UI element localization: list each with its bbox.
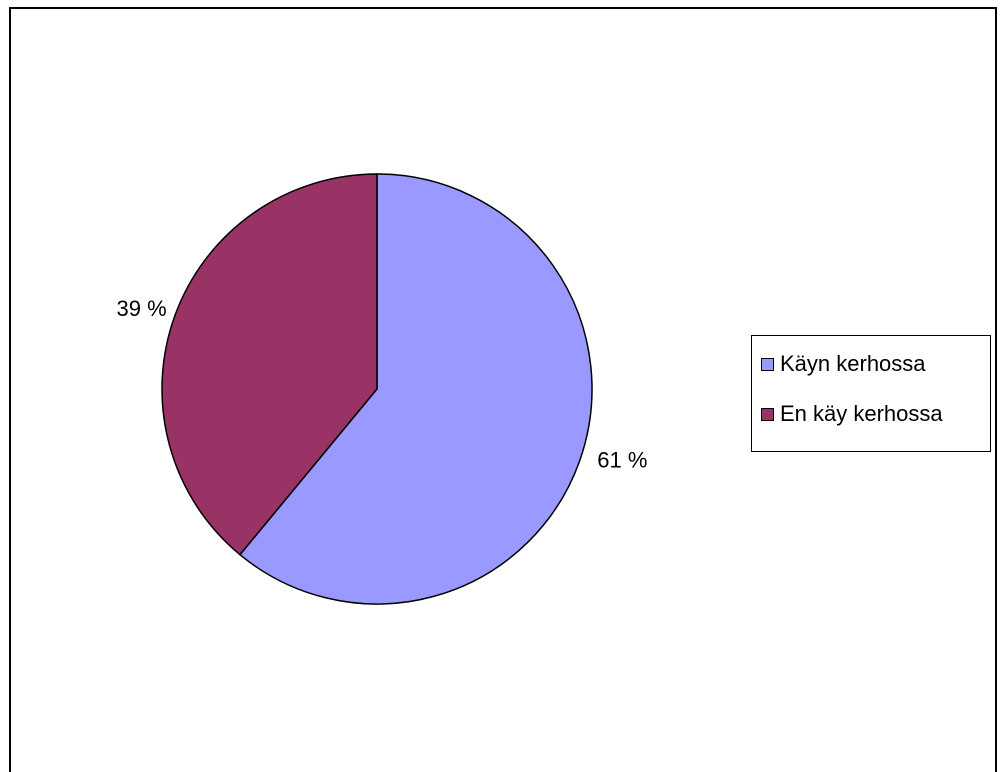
legend-swatch	[761, 357, 774, 371]
legend-item-kayn-kerhossa: Käyn kerhossa	[761, 349, 926, 379]
data-label-0: 61 %	[597, 448, 647, 473]
legend: Käyn kerhossa En käy kerhossa	[751, 335, 991, 452]
legend-label: En käy kerhossa	[780, 401, 943, 426]
pie-slice-1	[161, 173, 378, 556]
legend-item-en-kay-kerhossa: En käy kerhossa	[761, 399, 943, 429]
data-label-1: 39 %	[117, 296, 167, 321]
pie-slices	[161, 173, 593, 605]
pie-slice-0	[238, 173, 593, 605]
pie-data-labels: 61 % 39 %	[117, 296, 648, 473]
legend-swatch	[761, 407, 774, 421]
legend-label: Käyn kerhossa	[780, 351, 926, 376]
